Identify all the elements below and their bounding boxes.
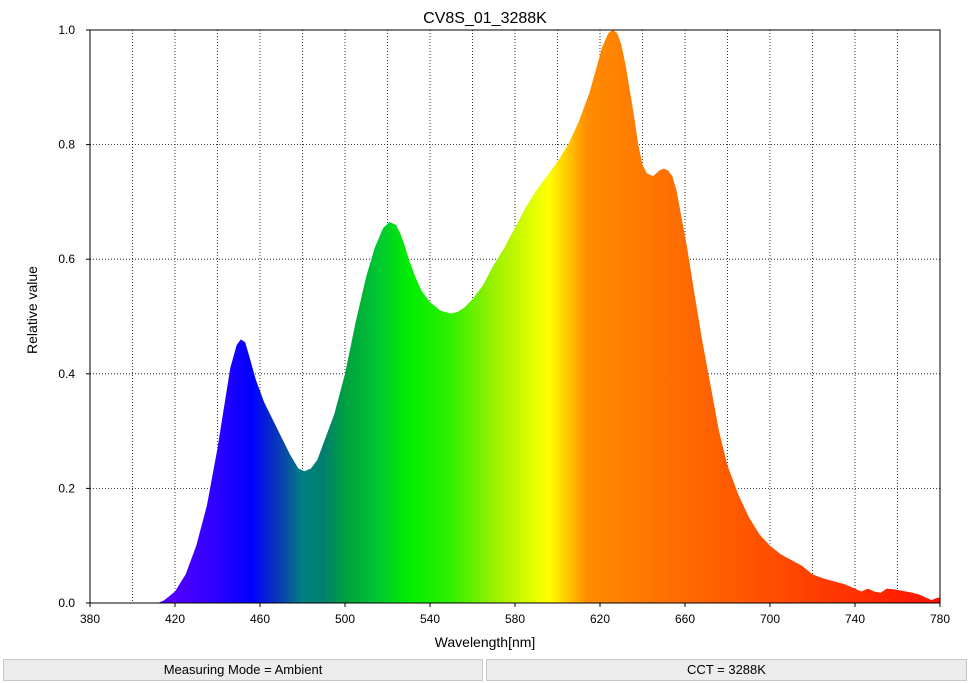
x-axis-label: Wavelength[nm] (435, 634, 536, 650)
x-tick-label: 620 (590, 612, 610, 626)
y-tick-label: 0.6 (58, 252, 75, 266)
y-tick-label: 0.8 (58, 138, 75, 152)
measuring-mode-status: Measuring Mode = Ambient (3, 659, 483, 681)
status-bar: Measuring Mode = Ambient CCT = 3288K (0, 658, 970, 683)
chart-title: CV8S_01_3288K (423, 10, 547, 27)
y-tick-label: 0.2 (58, 481, 75, 495)
y-tick-label: 1.0 (58, 23, 75, 37)
x-tick-label: 380 (80, 612, 100, 626)
x-tick-label: 660 (675, 612, 695, 626)
x-tick-label: 780 (930, 612, 950, 626)
spectrum-area (158, 30, 940, 603)
spectrum-chart: CV8S_01_3288K 380 420 460 500 540 580 620 660 70… (24, 10, 950, 650)
x-tick-label: 740 (845, 612, 865, 626)
cct-status: CCT = 3288K (486, 659, 967, 681)
y-tick-label: 0.0 (58, 596, 75, 610)
x-tick-label: 580 (505, 612, 525, 626)
x-tick-label: 420 (165, 612, 185, 626)
x-tick-label: 700 (760, 612, 780, 626)
x-tick-label: 460 (250, 612, 270, 626)
y-axis: 0.0 0.2 0.4 0.6 0.8 1.0 (58, 23, 90, 610)
x-tick-label: 540 (420, 612, 440, 626)
y-tick-label: 0.4 (58, 367, 75, 381)
y-axis-label: Relative value (24, 266, 40, 354)
x-axis: 380 420 460 500 540 580 620 660 700 740 780 (80, 603, 950, 626)
x-tick-label: 500 (335, 612, 355, 626)
